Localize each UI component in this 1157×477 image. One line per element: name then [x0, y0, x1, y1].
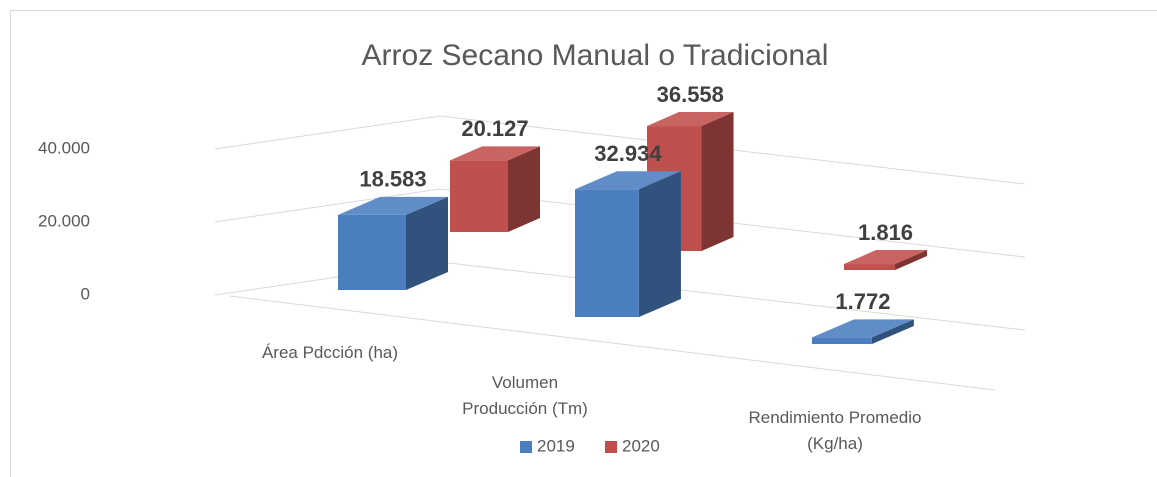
bar-top [647, 112, 734, 127]
y-tick-label: 20.000 [38, 211, 90, 230]
data-label: 36.558 [657, 82, 724, 107]
x-tick-label: Área Pdcción (ha) [261, 343, 399, 362]
chart-border [10, 10, 1157, 477]
bar-top [575, 171, 681, 190]
bar-top [844, 250, 928, 265]
data-label: 32.934 [594, 141, 662, 166]
bar-top [812, 319, 914, 338]
y-tick-label: 40.000 [38, 138, 90, 157]
x-tick-label: Volumen Producción (Tm) [462, 373, 588, 418]
legend-swatch [520, 441, 532, 453]
legend-swatch [605, 441, 617, 453]
bar-side [895, 250, 928, 270]
data-label: 1.816 [858, 220, 913, 245]
legend-label: 2019 [537, 436, 575, 455]
y-tick-label: 0 [81, 284, 90, 303]
bar-side [406, 196, 448, 290]
bar [450, 160, 508, 232]
bar [844, 264, 896, 270]
bar-side [871, 319, 914, 344]
bar [575, 189, 639, 317]
bar-side [508, 146, 540, 232]
data-label: 20.127 [461, 116, 528, 141]
grid-line [214, 115, 1026, 185]
floor-edge [229, 295, 996, 391]
data-label: 18.583 [359, 167, 426, 192]
bar [812, 337, 872, 344]
data-label: 1.772 [835, 289, 890, 314]
chart-title: Arroz Secano Manual o Tradicional [362, 39, 829, 72]
bar [338, 214, 406, 290]
bar-side [701, 112, 734, 251]
bar-top [338, 196, 448, 215]
legend-label: 2020 [622, 436, 660, 455]
x-tick-label: Rendimiento Promedio (Kg/ha) [748, 408, 922, 453]
bar-top [450, 146, 540, 161]
grid-line [214, 188, 1026, 258]
bar-side [638, 171, 681, 317]
